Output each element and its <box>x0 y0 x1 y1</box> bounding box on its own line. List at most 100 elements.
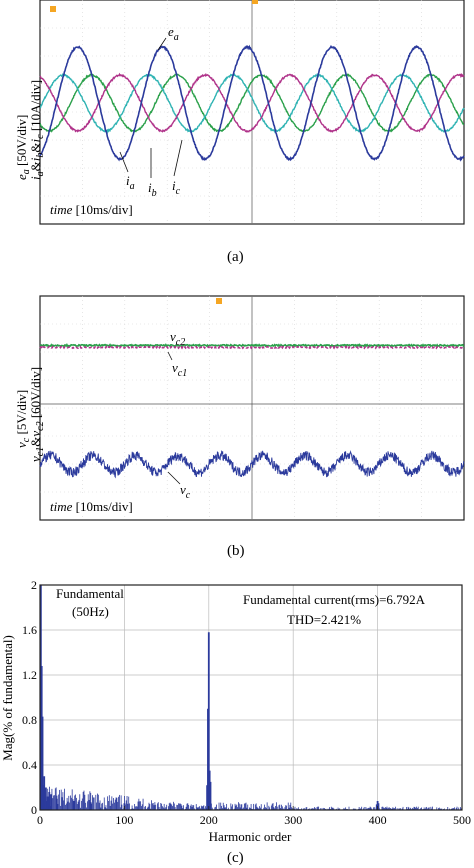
spectrum-bar <box>451 808 453 810</box>
series-vc-line <box>39 449 465 479</box>
spectrum-bar <box>312 808 314 810</box>
spectrum-bar <box>454 807 455 810</box>
spectrum-bar <box>75 797 77 810</box>
spectrum-bar <box>100 807 102 810</box>
spectrum-bar <box>348 806 350 810</box>
spectrum-bar <box>221 805 222 810</box>
spectrum-bar <box>432 806 433 810</box>
spectrum-bar <box>59 805 61 810</box>
spectrum-bar <box>384 808 385 810</box>
spectrum-bar <box>182 808 184 810</box>
spectrum-bar <box>105 805 107 810</box>
spectrum-bar <box>157 803 158 810</box>
spectrum-bar <box>97 793 98 810</box>
spectrum-bar <box>420 808 422 810</box>
spectrum-bar <box>321 807 323 810</box>
x-tick-label: 100 <box>115 813 133 827</box>
spectrum-bar <box>81 798 83 810</box>
panel-c-xlabel: Harmonic order <box>209 829 292 844</box>
spectrum-bar <box>118 796 119 810</box>
spectrum-bar <box>416 808 418 810</box>
spectrum-bar <box>151 803 153 810</box>
series-vc2-line <box>39 343 465 348</box>
spectrum-bar <box>199 806 201 810</box>
spectrum-bar <box>119 807 121 810</box>
spectrum-bar <box>264 804 266 810</box>
spectrum-bar <box>63 800 65 810</box>
spectrum-bar <box>236 804 238 810</box>
spectrum-bar <box>245 802 247 810</box>
spectrum-bar <box>225 807 227 810</box>
spectrum-bar <box>425 807 427 810</box>
spectrum-bar <box>393 808 395 810</box>
spectrum-bar <box>246 807 248 810</box>
spectrum-bar <box>119 794 120 810</box>
spectrum-bar <box>177 805 179 810</box>
spectrum-bar <box>296 808 298 810</box>
spectrum-bar <box>124 804 126 810</box>
spectrum-bar <box>254 804 256 810</box>
label-ea-leader <box>157 37 167 51</box>
label-vc1: vc1 <box>172 360 187 379</box>
spectrum-bar <box>158 806 160 810</box>
spectrum-bar <box>301 808 303 810</box>
spectrum-bar-major <box>43 776 46 810</box>
spectrum-bar <box>243 803 245 810</box>
spectrum-bar <box>378 808 380 810</box>
spectrum-bar <box>289 804 291 810</box>
spectrum-bar <box>86 807 87 810</box>
spectrum-bar <box>367 808 368 810</box>
panel-c-frame <box>39 584 463 811</box>
spectrum-bar <box>456 806 458 810</box>
spectrum-bar <box>386 806 388 810</box>
spectrum-bar <box>120 795 122 810</box>
spectrum-bar <box>231 806 233 810</box>
panel-b-time-label: time [10ms/div] <box>50 499 133 514</box>
spectrum-bar <box>244 803 246 810</box>
spectrum-bar <box>126 796 128 810</box>
panel-c-bars <box>39 585 463 810</box>
spectrum-bar <box>103 797 105 810</box>
spectrum-bar <box>224 807 226 810</box>
panel-a-caption: (a) <box>227 249 244 265</box>
spectrum-bar <box>202 806 204 810</box>
spectrum-bar <box>162 807 164 810</box>
series-ic-line <box>39 73 464 134</box>
spectrum-bar <box>132 808 134 810</box>
spectrum-bar <box>183 805 184 810</box>
spectrum-bar <box>371 808 373 810</box>
spectrum-bar <box>98 802 100 810</box>
y-tick-label: 0.4 <box>22 758 37 772</box>
spectrum-bar <box>449 808 450 810</box>
series-vc1-line <box>39 345 464 350</box>
panel-b-waveforms <box>39 343 465 479</box>
spectrum-bar <box>108 800 109 810</box>
spectrum-bar <box>234 803 236 810</box>
spectrum-bar <box>272 803 274 810</box>
spectrum-bar <box>265 807 267 810</box>
spectrum-bar <box>324 808 325 810</box>
spectrum-bar <box>62 792 64 810</box>
spectrum-bar <box>150 808 152 810</box>
spectrum-bar <box>148 802 150 810</box>
spectrum-bar <box>54 795 55 810</box>
spectrum-bar <box>415 807 417 810</box>
panel-a-ylabel-1: ea [50V/div] <box>14 115 32 180</box>
spectrum-bar <box>370 807 372 810</box>
spectrum-bar-major <box>89 802 92 810</box>
spectrum-bar <box>194 808 195 810</box>
spectrum-bar <box>173 801 174 810</box>
spectrum-bar <box>140 801 141 810</box>
spectrum-bar <box>152 803 154 810</box>
spectrum-bar <box>89 791 91 810</box>
spectrum-bar <box>136 806 138 810</box>
spectrum-bar <box>121 804 123 810</box>
label-ib: ib <box>148 180 157 199</box>
spectrum-bar <box>172 806 174 810</box>
spectrum-bar <box>95 794 97 810</box>
spectrum-bar-major <box>41 716 44 810</box>
spectrum-bar <box>96 802 98 810</box>
spectrum-bar <box>108 795 110 810</box>
spectrum-bar <box>427 808 428 810</box>
